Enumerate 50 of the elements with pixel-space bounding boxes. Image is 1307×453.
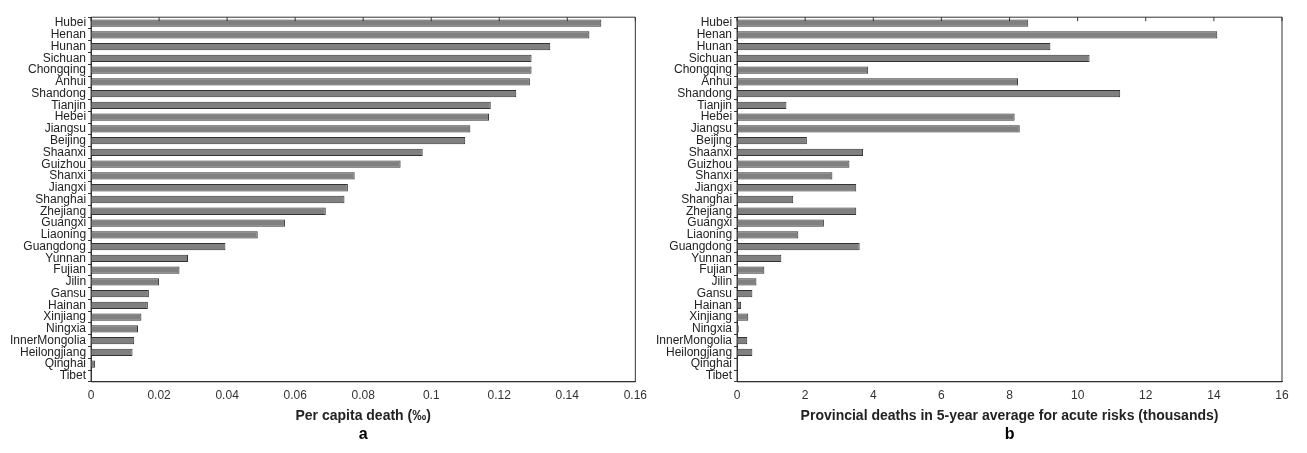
- y-tick-label: Shanxi: [49, 168, 87, 183]
- x-tick-label: 0.06: [283, 388, 308, 403]
- x-tick-label: 14: [1207, 388, 1221, 403]
- y-tick-label: Hubei: [700, 15, 733, 30]
- x-tick-label: 6: [938, 388, 946, 403]
- y-tick-label: Chongqing: [27, 62, 87, 77]
- y-tick-label: Xinjiang: [43, 309, 87, 324]
- x-tick-label: 0.12: [487, 388, 512, 403]
- x-tick-label: 0.04: [215, 388, 240, 403]
- y-tick-label: Chongqing: [673, 62, 733, 77]
- y-tick-label: Fujian: [53, 262, 87, 277]
- y-tick-label: Hubei: [54, 15, 87, 30]
- y-tick-label: Guizhou: [687, 156, 733, 171]
- x-tick-label: 0.14: [555, 388, 580, 403]
- x-tick-label: 4: [869, 388, 877, 403]
- x-tick-label: 0: [87, 388, 95, 403]
- y-tick-label: Jiangsu: [690, 121, 733, 136]
- x-tick-label: 0.1: [422, 388, 440, 403]
- y-tick-label: Ningxia: [46, 321, 87, 336]
- y-tick-label: Liaoning: [40, 227, 87, 242]
- y-tick-label: Jiangxi: [694, 180, 733, 195]
- x-tick-label: 2: [801, 388, 809, 403]
- x-tick-label: 0.02: [147, 388, 172, 403]
- x-axis-title: Per capita death (‰): [295, 407, 431, 424]
- y-tick-label: Beijing: [50, 133, 87, 148]
- y-tick-label: Hainan: [48, 297, 87, 312]
- y-tick-label: Hainan: [694, 297, 733, 312]
- y-tick-label: Liaoning: [686, 227, 733, 242]
- y-tick-label: Jiangxi: [48, 180, 87, 195]
- y-tick-label: Fujian: [699, 262, 733, 277]
- x-tick-label: 12: [1139, 388, 1153, 403]
- y-tick-label: Ningxia: [692, 321, 733, 336]
- y-tick-label: Tibet: [705, 368, 733, 383]
- x-tick-label: 0.08: [351, 388, 376, 403]
- y-tick-label: Beijing: [696, 133, 733, 148]
- x-tick-label: 16: [1275, 388, 1289, 403]
- y-tick-label: Jiangsu: [44, 121, 87, 136]
- y-tick-label: Guizhou: [41, 156, 87, 171]
- x-tick-label: 8: [1006, 388, 1014, 403]
- text: a: [358, 425, 368, 443]
- x-tick-label: 0.16: [623, 388, 648, 403]
- y-tick-label: Xinjiang: [689, 309, 733, 324]
- x-tick-label: 10: [1070, 388, 1085, 403]
- x-axis-title: Provincial deaths in 5-year average for acute risks (thousands): [800, 407, 1219, 424]
- x-tick-label: 0: [733, 388, 741, 403]
- y-tick-label: Shanxi: [695, 168, 733, 183]
- y-tick-label: Sichuan: [42, 50, 87, 65]
- y-tick-label: Tibet: [59, 368, 87, 383]
- text: b: [1004, 425, 1015, 443]
- y-tick-label: Sichuan: [688, 50, 733, 65]
